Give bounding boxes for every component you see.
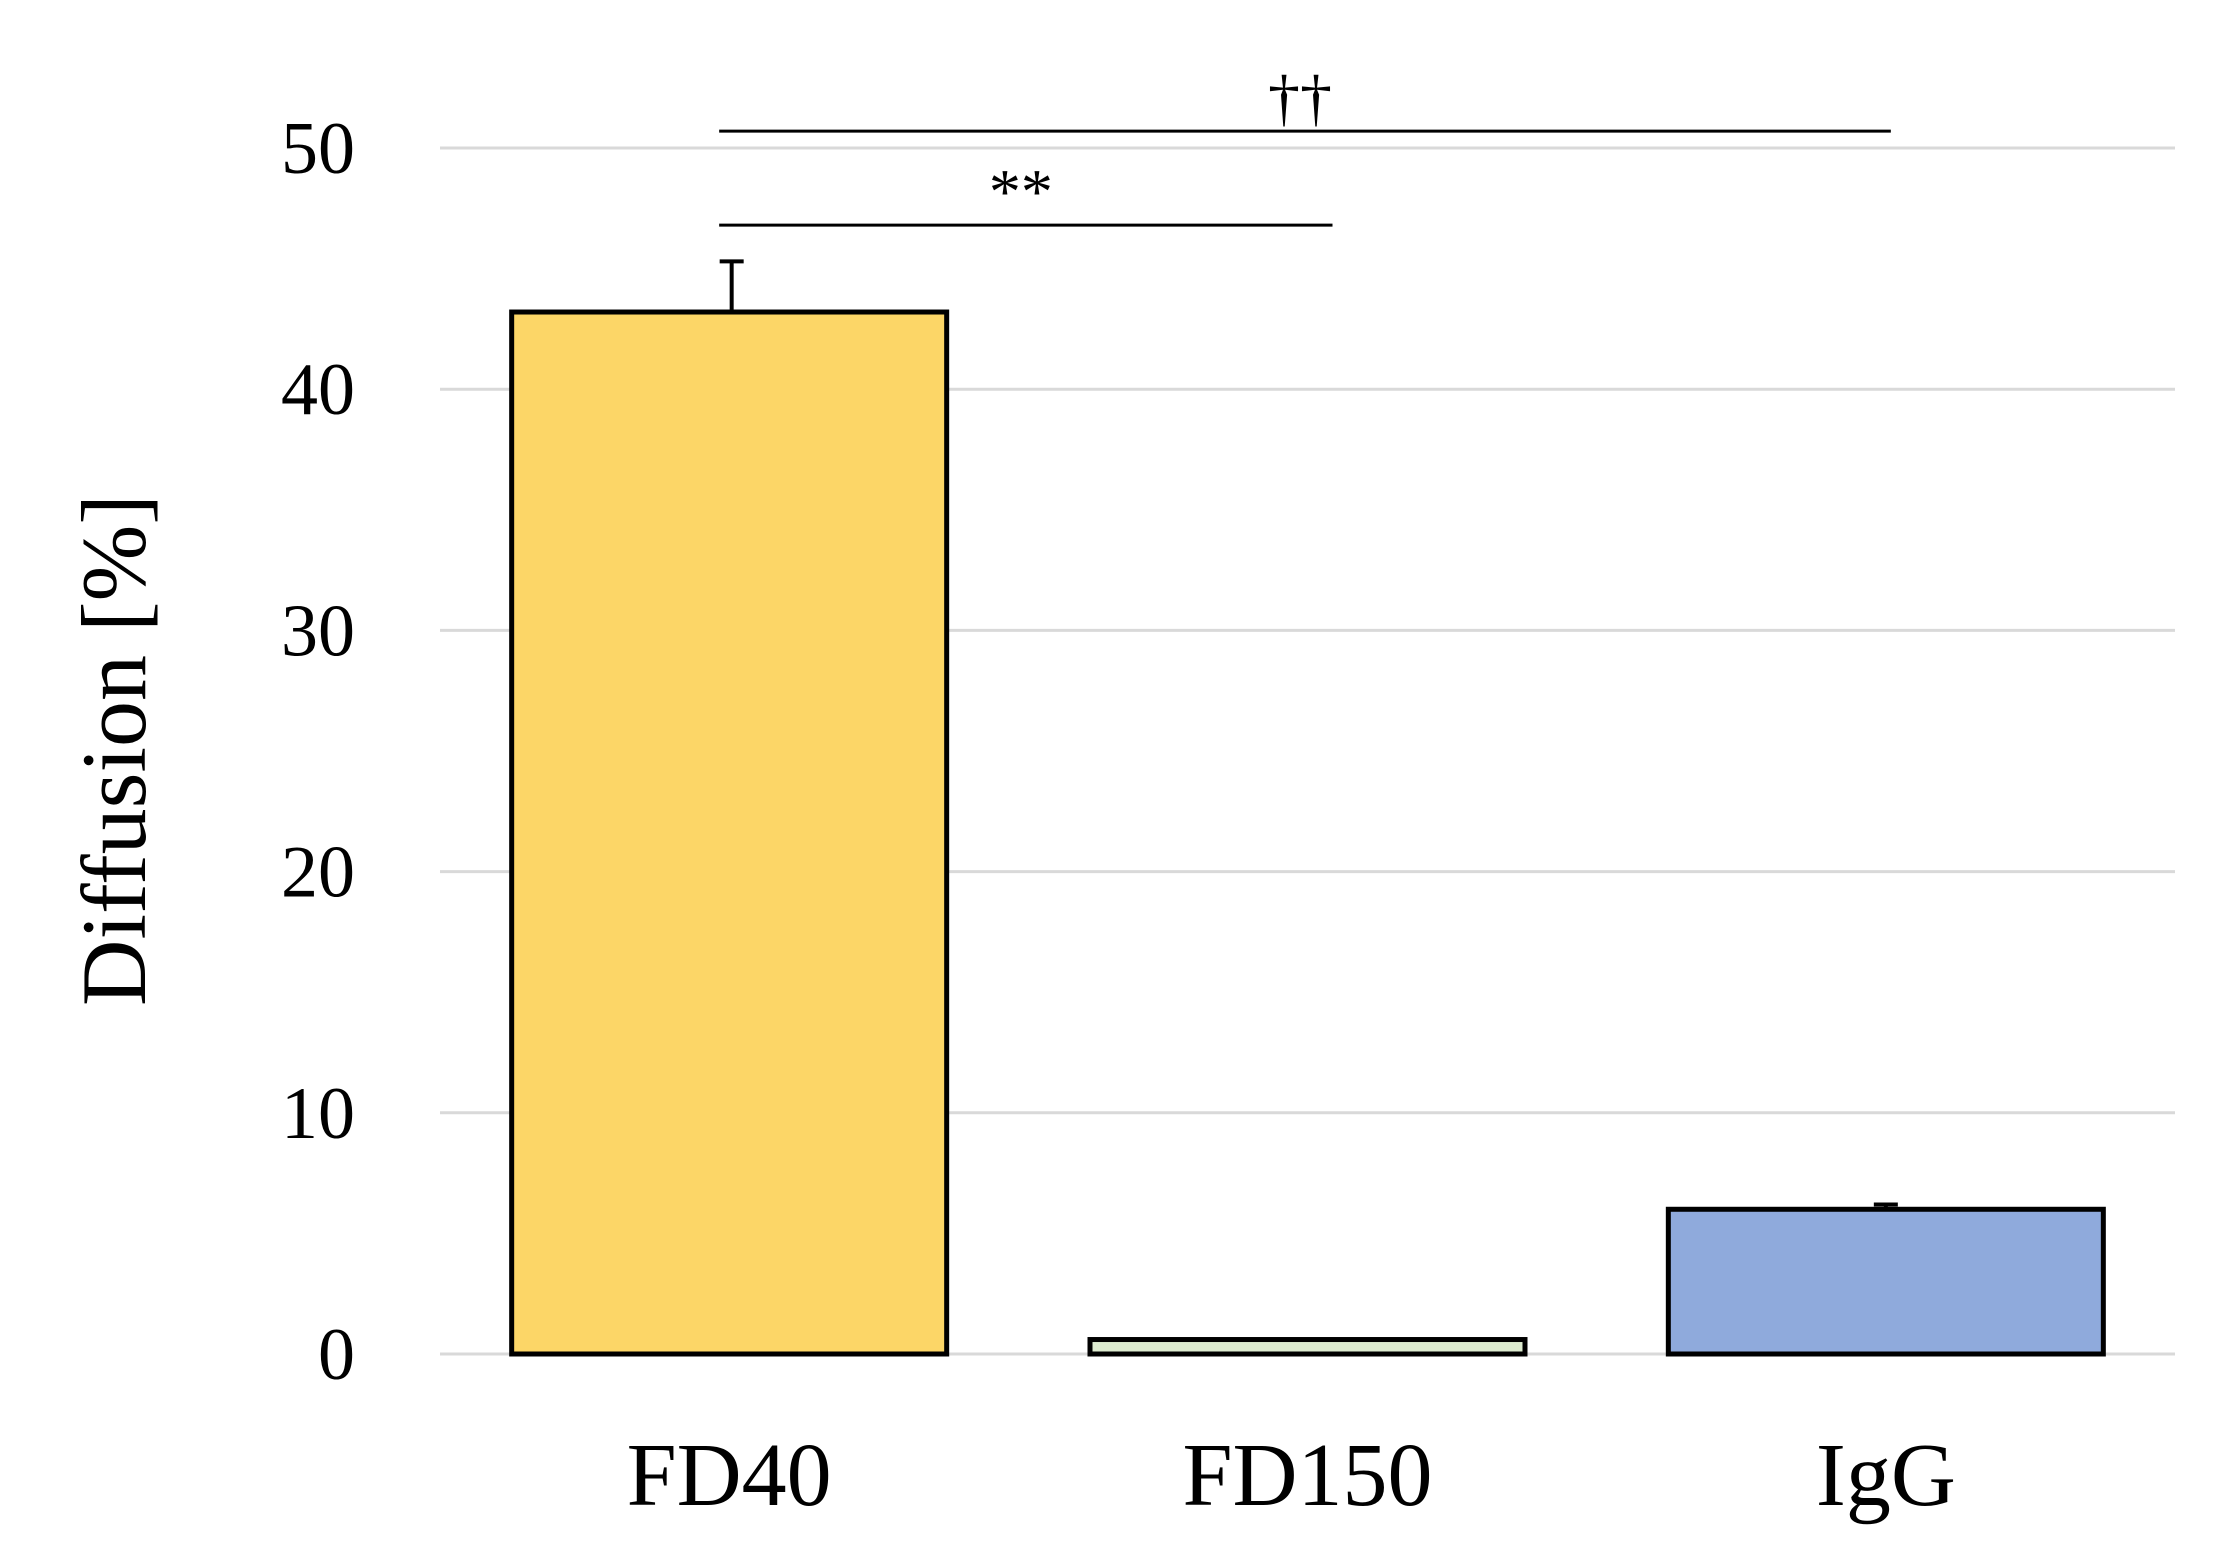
y-axis-title: Diffusion [%] <box>63 494 165 1006</box>
y-tick-label: 40 <box>281 349 355 431</box>
significance-markers: ** †† <box>719 62 1891 227</box>
significance-label-1: ** <box>989 156 1053 227</box>
category-label-igg: IgG <box>1816 1426 1956 1525</box>
y-tick-label: 50 <box>281 108 355 190</box>
category-label-fd40: FD40 <box>627 1426 832 1525</box>
bar-igg <box>1665 1206 2106 1357</box>
x-axis-categories: FD40 FD150 IgG <box>627 1426 1956 1525</box>
bar-fd40 <box>509 309 950 1357</box>
y-tick-label: 0 <box>318 1314 355 1396</box>
y-tick-label: 10 <box>281 1073 355 1155</box>
error-bars <box>719 259 1898 1210</box>
y-tick-label: 30 <box>281 590 355 672</box>
y-tick-label: 20 <box>281 832 355 914</box>
y-axis-ticks: 0 10 20 30 40 50 <box>281 108 355 1396</box>
significance-label-2: †† <box>1268 62 1332 133</box>
bars <box>509 309 2106 1357</box>
bar-fd150 <box>1087 1337 1528 1357</box>
category-label-fd150: FD150 <box>1182 1426 1432 1525</box>
